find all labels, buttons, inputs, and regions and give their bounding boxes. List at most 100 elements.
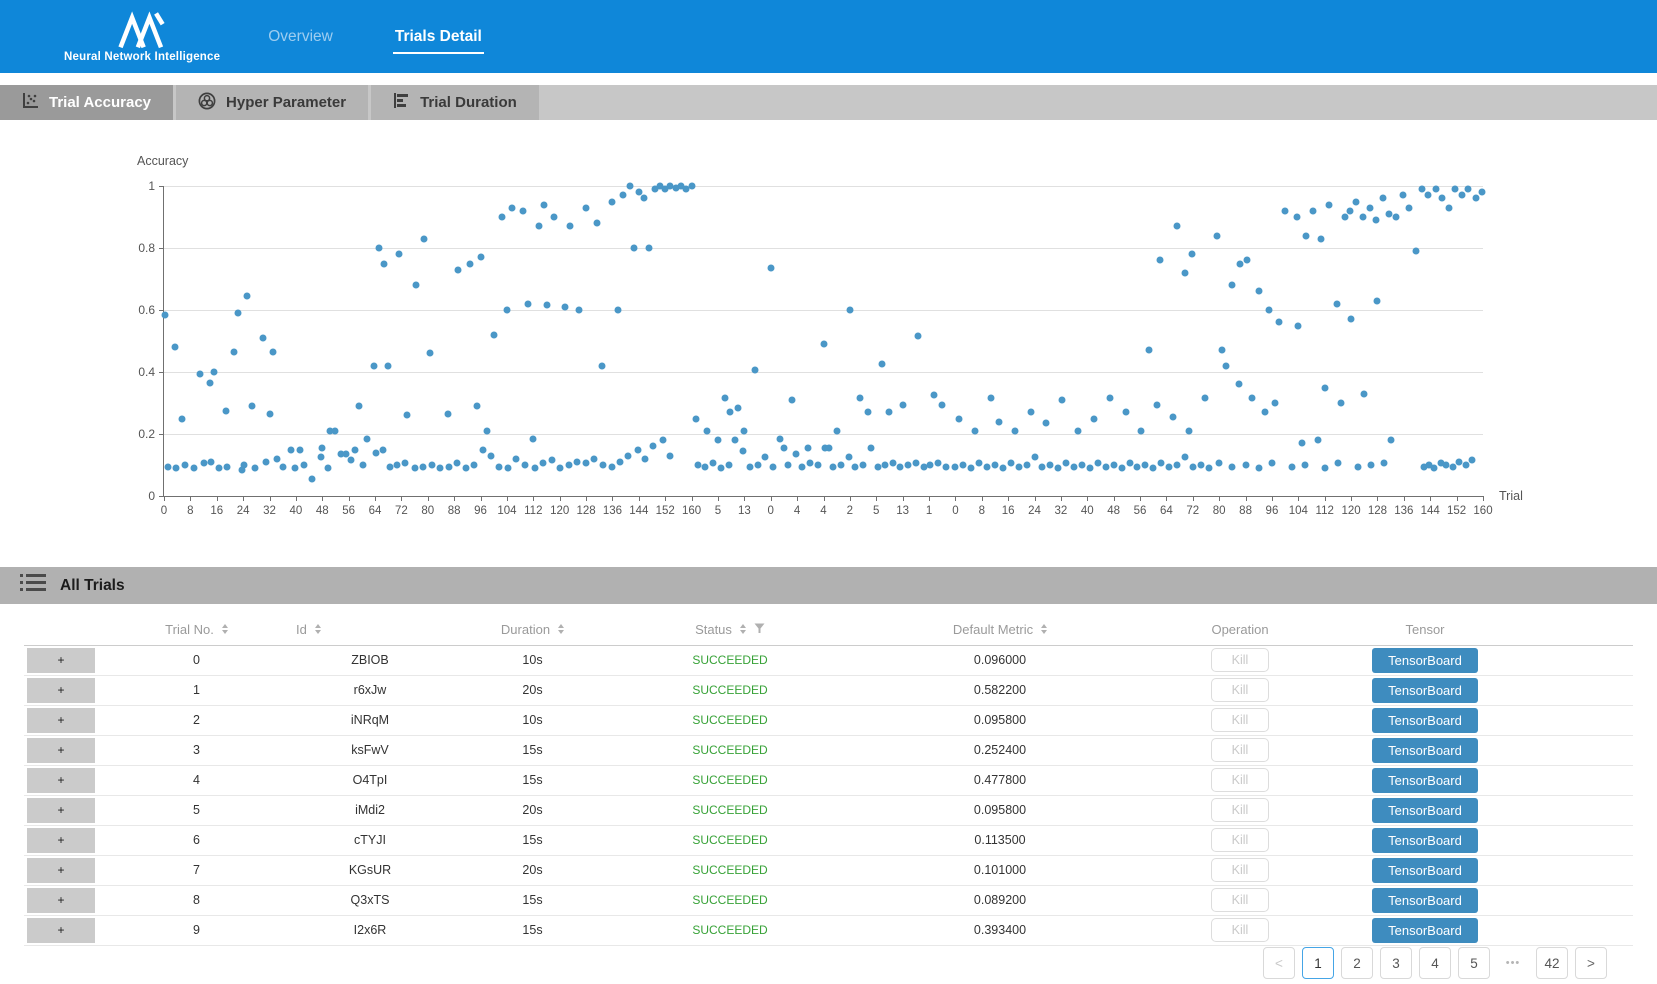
x-axis-tick-label: 104 (1289, 505, 1308, 517)
x-axis-tick-label: 160 (682, 505, 701, 517)
scatter-point (1043, 420, 1050, 427)
scatter-point (780, 444, 787, 451)
scatter-point (445, 463, 452, 470)
header-row: Trial No.IdDurationStatusDefault MetricO… (24, 614, 1633, 645)
x-axis-tick-label: 32 (1055, 505, 1068, 517)
pagination-page-1[interactable]: 1 (1302, 947, 1334, 979)
tensorboard-button[interactable]: TensorBoard (1372, 828, 1478, 853)
pagination-page-3[interactable]: 3 (1380, 947, 1412, 979)
scatter-point (882, 462, 889, 469)
status-cell: SUCCEEDED (620, 705, 840, 735)
pagination-page-5[interactable]: 5 (1458, 947, 1490, 979)
tensorboard-button[interactable]: TensorBoard (1372, 918, 1478, 943)
tab-trial-duration[interactable]: Trial Duration (371, 85, 539, 120)
scatter-point (984, 463, 991, 470)
expand-row-button[interactable]: + (27, 798, 95, 823)
kill-button[interactable]: Kill (1211, 888, 1269, 912)
scatter-plot-icon (22, 92, 39, 113)
scatter-point (402, 460, 409, 467)
kill-button[interactable]: Kill (1211, 798, 1269, 822)
tab-hyper-parameter[interactable]: Hyper Parameter (176, 85, 368, 120)
pagination-page-4[interactable]: 4 (1419, 947, 1451, 979)
tab-trial-accuracy[interactable]: Trial Accuracy (0, 85, 173, 120)
sort-icon[interactable] (315, 624, 321, 634)
x-axis-tick (507, 496, 508, 501)
expand-row-button[interactable]: + (27, 888, 95, 913)
kill-button[interactable]: Kill (1211, 678, 1269, 702)
pagination-page-2[interactable]: 2 (1341, 947, 1373, 979)
operation-cell: Kill (1160, 795, 1320, 825)
scatter-point (833, 427, 840, 434)
status-cell: SUCCEEDED (620, 825, 840, 855)
sort-icon[interactable] (740, 624, 746, 634)
scatter-point (252, 465, 259, 472)
tensorboard-button[interactable]: TensorBoard (1372, 888, 1478, 913)
tensorboard-button[interactable]: TensorBoard (1372, 738, 1478, 763)
default-metric-cell: 0.393400 (840, 915, 1160, 945)
x-axis-tick (1457, 496, 1458, 501)
y-axis-tick (159, 186, 164, 187)
operation-cell: Kill (1160, 675, 1320, 705)
kill-button[interactable]: Kill (1211, 768, 1269, 792)
kill-button[interactable]: Kill (1211, 918, 1269, 942)
trial-row-1: +1r6xJw20sSUCCEEDED0.582200KillTensorBoa… (24, 675, 1633, 705)
x-axis-tick-label: 5 (873, 505, 879, 517)
x-axis-tick (665, 496, 666, 501)
expand-row-button[interactable]: + (27, 708, 95, 733)
pagination-prev-button[interactable]: < (1263, 947, 1295, 979)
scatter-point (543, 302, 550, 309)
tensorboard-button[interactable]: TensorBoard (1372, 798, 1478, 823)
scatter-point (234, 310, 241, 317)
duration-cell: 10s (445, 645, 620, 675)
scatter-point (509, 204, 516, 211)
scatter-point (244, 293, 251, 300)
duration-cell: 15s (445, 735, 620, 765)
filter-icon[interactable] (754, 622, 765, 637)
nav-tab-overview[interactable]: Overview (266, 20, 335, 54)
pagination-next-button[interactable]: > (1575, 947, 1607, 979)
tensorboard-button[interactable]: TensorBoard (1372, 768, 1478, 793)
scatter-point (897, 463, 904, 470)
kill-button[interactable]: Kill (1211, 648, 1269, 672)
expand-row-button[interactable]: + (27, 678, 95, 703)
sort-icon[interactable] (222, 624, 228, 634)
x-axis-tick (1193, 496, 1194, 501)
x-axis-tick-label: 144 (629, 505, 648, 517)
expand-row-button[interactable]: + (27, 768, 95, 793)
scatter-point (1011, 427, 1018, 434)
kill-button[interactable]: Kill (1211, 738, 1269, 762)
trial-id-cell: Q3xTS (295, 885, 445, 915)
tensorboard-button[interactable]: TensorBoard (1372, 858, 1478, 883)
nav-tab-trials-detail[interactable]: Trials Detail (393, 20, 484, 54)
x-axis-tick (217, 496, 218, 501)
x-axis-tick (982, 496, 983, 501)
expand-row-button[interactable]: + (27, 918, 95, 943)
trial-no-cell: 2 (98, 705, 295, 735)
kill-button[interactable]: Kill (1211, 858, 1269, 882)
scatter-point (1090, 415, 1097, 422)
x-axis-tick (1325, 496, 1326, 501)
status-cell: SUCCEEDED (620, 915, 840, 945)
x-axis-tick-label: 56 (342, 505, 355, 517)
tensorboard-button[interactable]: TensorBoard (1372, 648, 1478, 673)
tensor-cell: TensorBoard (1320, 705, 1530, 735)
expand-row-button[interactable]: + (27, 738, 95, 763)
tensorboard-button[interactable]: TensorBoard (1372, 678, 1478, 703)
kill-button[interactable]: Kill (1211, 828, 1269, 852)
expand-row-button[interactable]: + (27, 648, 95, 673)
expand-row-button[interactable]: + (27, 828, 95, 853)
pagination-page-42[interactable]: 42 (1536, 947, 1568, 979)
expand-row-button[interactable]: + (27, 858, 95, 883)
scatter-point (935, 460, 942, 467)
sort-icon[interactable] (1041, 624, 1047, 634)
kill-button[interactable]: Kill (1211, 708, 1269, 732)
scatter-point (394, 462, 401, 469)
tensorboard-button[interactable]: TensorBoard (1372, 708, 1478, 733)
scatter-point (915, 333, 922, 340)
scatter-point (1154, 401, 1161, 408)
scatter-point (1235, 381, 1242, 388)
x-axis-tick-label: 88 (1239, 505, 1252, 517)
sort-icon[interactable] (558, 624, 564, 634)
scatter-point (1170, 413, 1177, 420)
filler-cell (1530, 645, 1633, 675)
